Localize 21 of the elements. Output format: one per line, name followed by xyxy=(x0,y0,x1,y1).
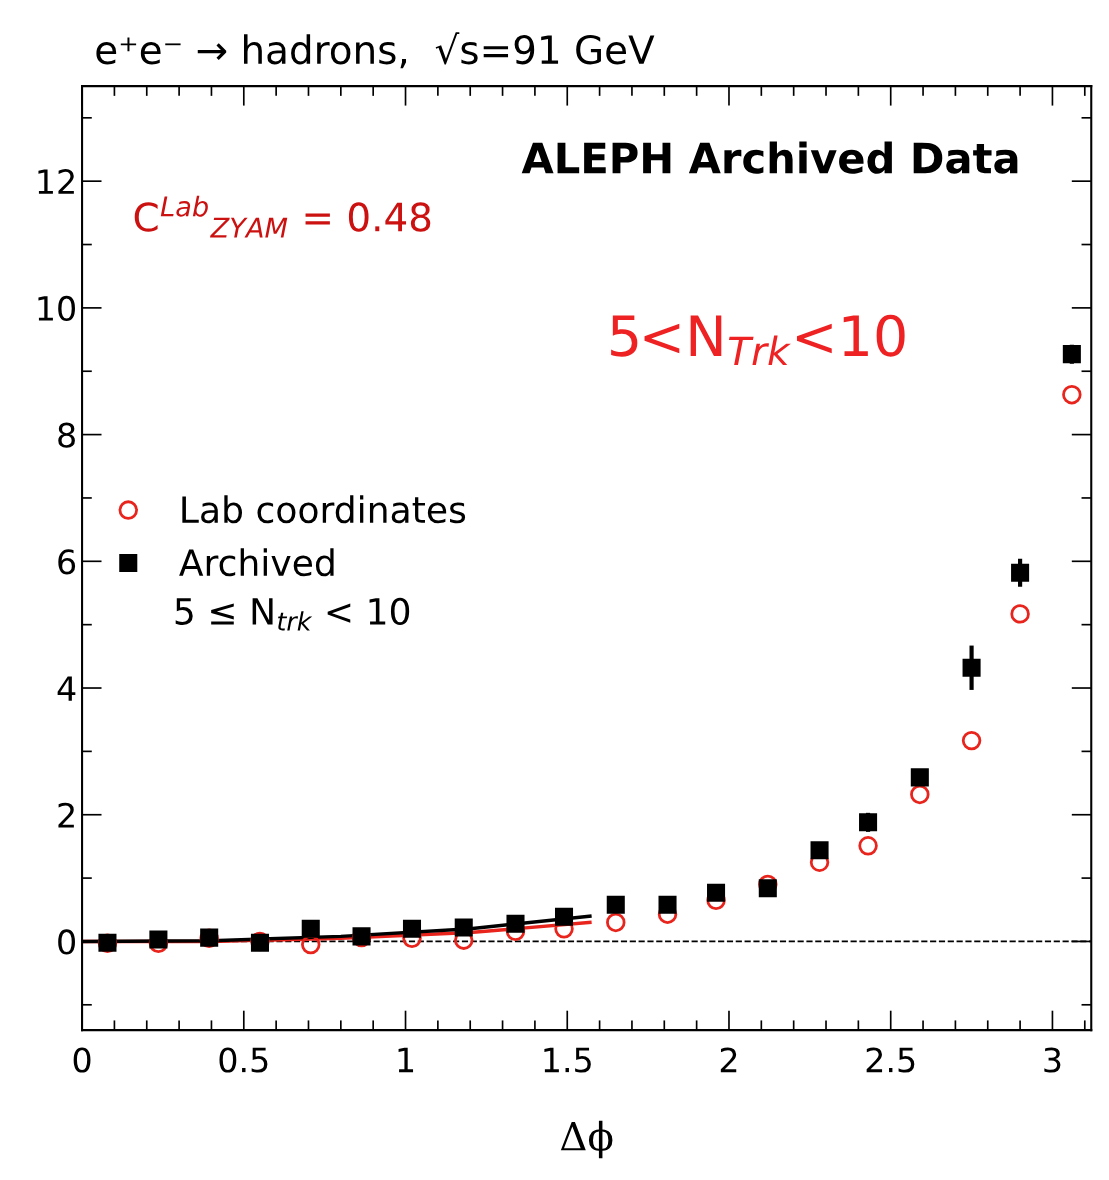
x-tick-label: 1 xyxy=(398,1047,414,1073)
annotation: ALEPH Archived Data xyxy=(521,141,1018,174)
y-tick-label: 10 xyxy=(38,295,75,322)
y-tick-label: 4 xyxy=(57,676,76,701)
x-tick-label: 0.5 xyxy=(219,1047,268,1073)
y-tick-label: 12 xyxy=(38,169,74,194)
x-axis-title: Δϕ xyxy=(560,1120,613,1159)
annotation: 5 ≤ N$_{trk}$ < 10 xyxy=(175,597,410,631)
x-tick-label: 3 xyxy=(1044,1047,1061,1073)
x-tick-label: 1.5 xyxy=(544,1047,591,1073)
legend-label: Archived xyxy=(179,548,334,577)
y-tick-label: 2 xyxy=(58,802,74,828)
y-tick-label: 6 xyxy=(58,549,76,575)
x-tick-label: 2.5 xyxy=(866,1047,915,1073)
legend-label: Lab coordinates xyxy=(182,495,466,524)
x-tick-label: 2 xyxy=(720,1047,737,1073)
y-tick-label: 0 xyxy=(58,929,75,955)
annotation: 5<N$_{Trk}$<10 xyxy=(611,314,905,366)
annotation: C$^{Lab}$$_{ZYAM}$ = 0.48 xyxy=(134,195,431,238)
chart-title: e⁺e⁻ → hadrons, √s=91 GeV xyxy=(96,32,655,69)
y-tick-label: 8 xyxy=(58,422,75,448)
